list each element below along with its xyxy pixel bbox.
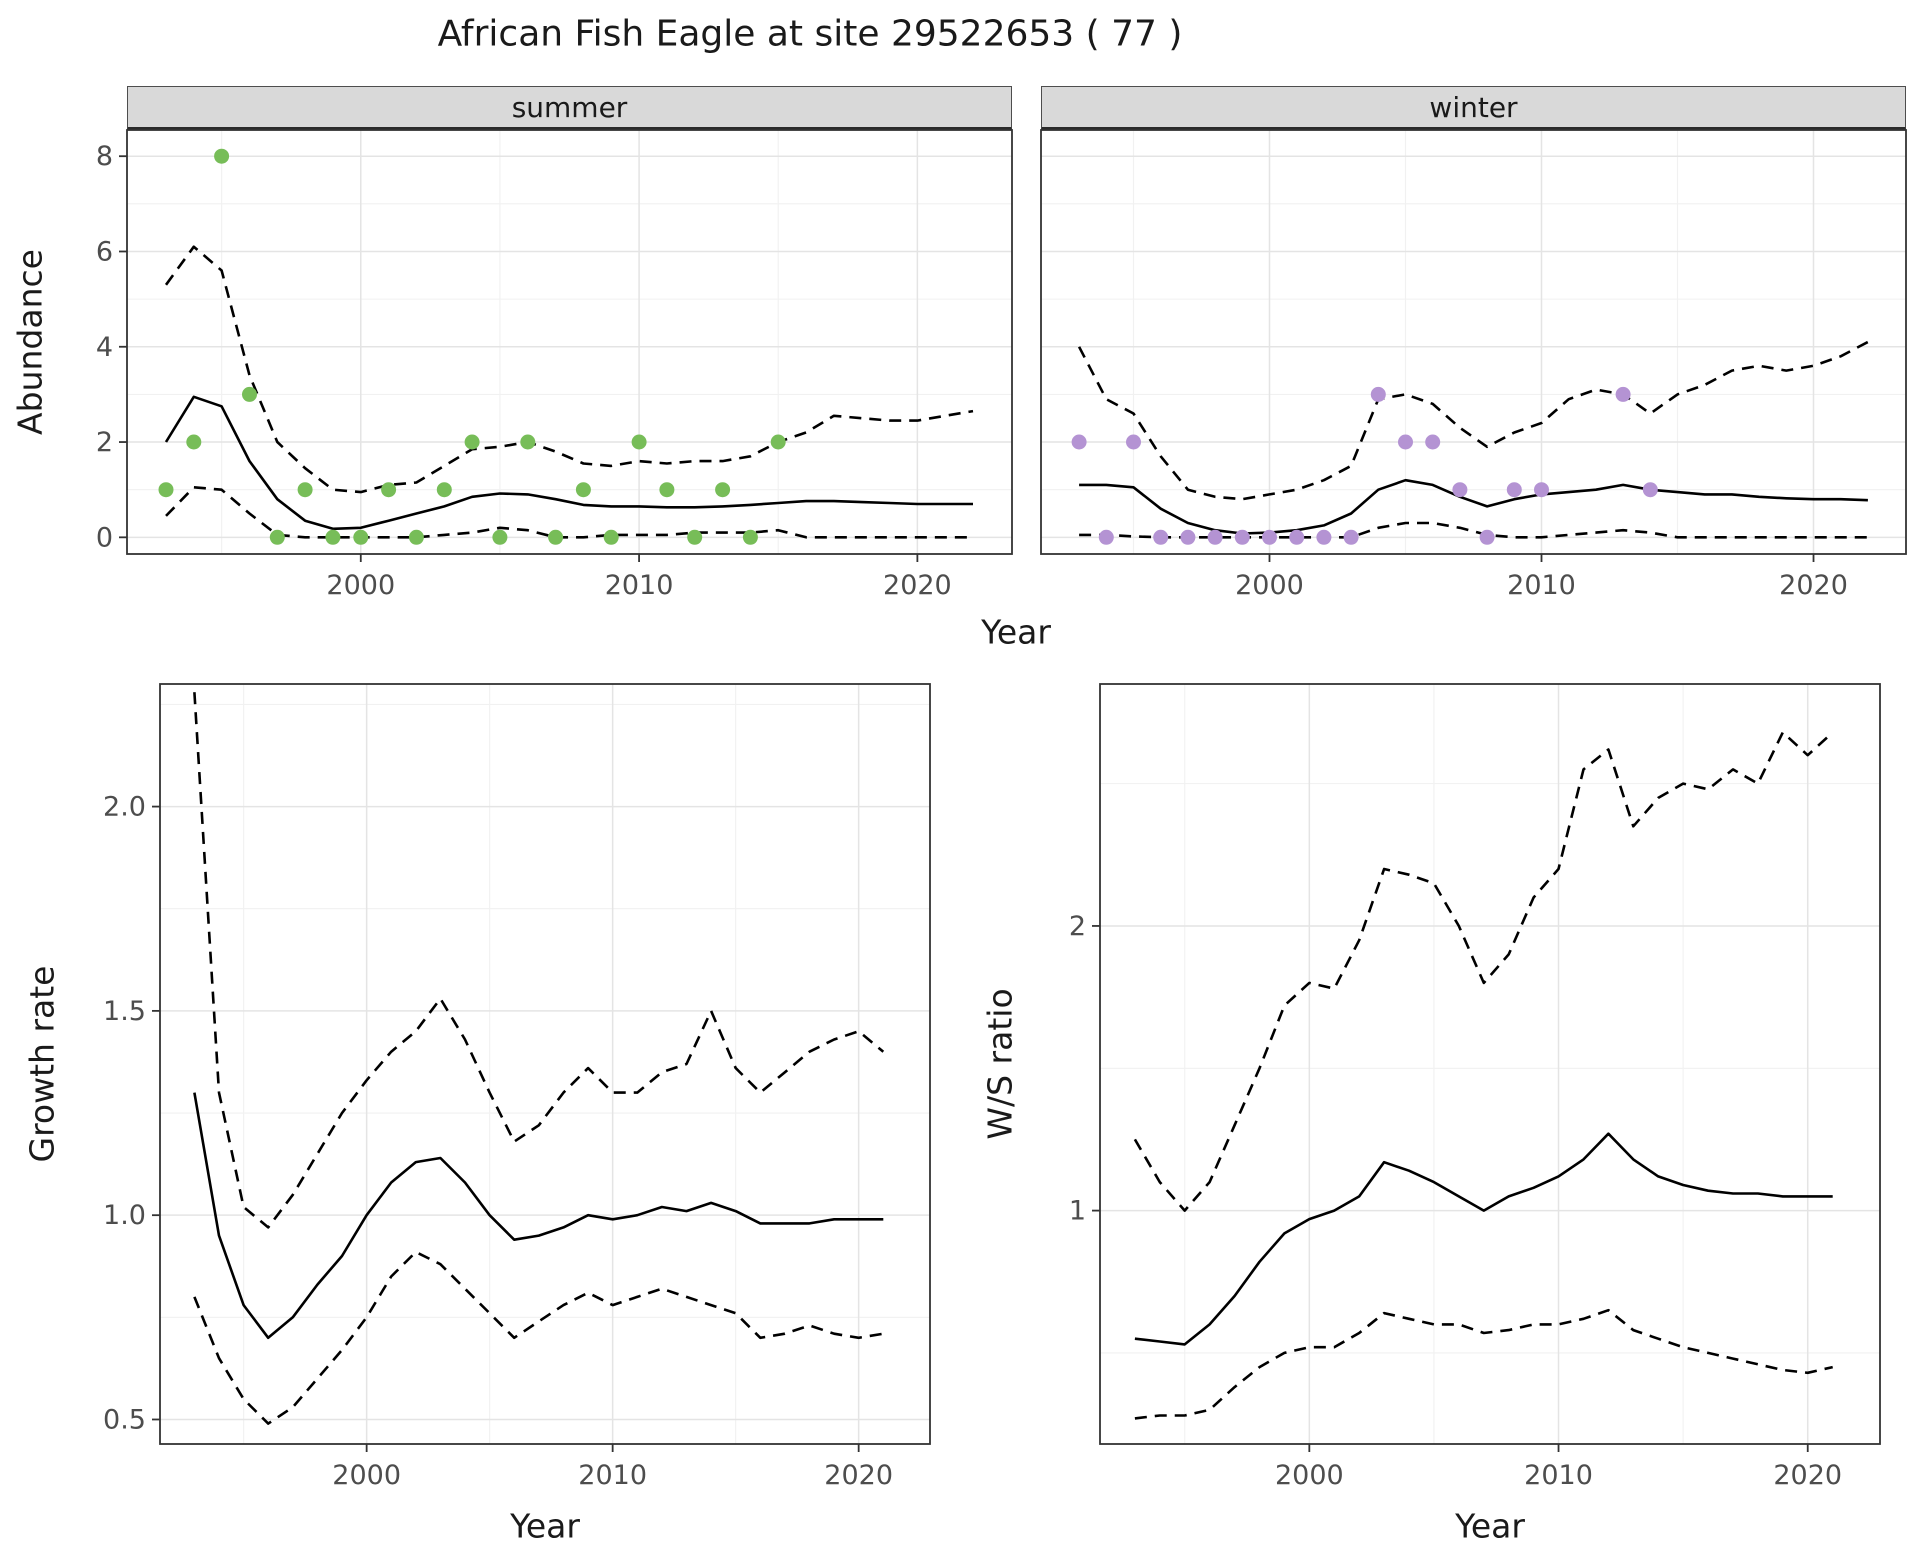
svg-text:2000: 2000 [1275,1460,1344,1491]
growth-year-axis-label: Year [510,1506,580,1546]
ws-year-axis-label: Year [1455,1506,1525,1546]
svg-text:2010: 2010 [605,570,674,601]
svg-text:1.5: 1.5 [103,996,146,1027]
svg-text:6: 6 [96,236,113,267]
growth-rate-axis-label: Growth rate [22,965,62,1163]
facet-strip-summer: summer [127,86,1012,130]
svg-text:2: 2 [1069,911,1086,942]
svg-text:2020: 2020 [1779,570,1848,601]
svg-text:2020: 2020 [824,1460,893,1491]
facet-strip-winter: winter [1041,86,1906,130]
winter-abundance-panel: 2000 2010 2020 [1040,129,1907,601]
ws-ratio-axis-label: W/S ratio [980,988,1020,1140]
svg-text:2: 2 [96,427,113,458]
svg-text:2000: 2000 [1235,570,1304,601]
svg-text:2010: 2010 [1524,1460,1593,1491]
abundance-axis-label: Abundance [10,249,50,435]
svg-text:1.0: 1.0 [103,1200,146,1231]
summer-abundance-panel: 2000 2010 2020 0 2 4 6 8 [96,129,1013,601]
svg-text:2010: 2010 [1507,570,1576,601]
top-year-axis-label: Year [981,612,1051,652]
svg-text:2020: 2020 [883,570,952,601]
svg-text:2020: 2020 [1773,1460,1842,1491]
facet-label-summer: summer [511,90,628,124]
svg-text:1: 1 [1069,1196,1086,1227]
growth-rate-panel: 2000 2010 2020 0.5 1.0 1.5 2.0 [103,683,931,1491]
svg-text:2.0: 2.0 [103,792,146,823]
ws-ratio-panel: 2000 2010 2020 1 2 [1069,683,1881,1491]
svg-text:4: 4 [96,332,113,363]
svg-text:0.5: 0.5 [103,1404,146,1435]
svg-text:2010: 2010 [578,1460,647,1491]
svg-text:0: 0 [96,522,113,553]
facet-label-winter: winter [1429,90,1518,124]
svg-text:2000: 2000 [332,1460,401,1491]
svg-text:2000: 2000 [326,570,395,601]
chart-title: African Fish Eagle at site 29522653 ( 77… [437,13,1183,55]
svg-text:8: 8 [96,141,113,172]
